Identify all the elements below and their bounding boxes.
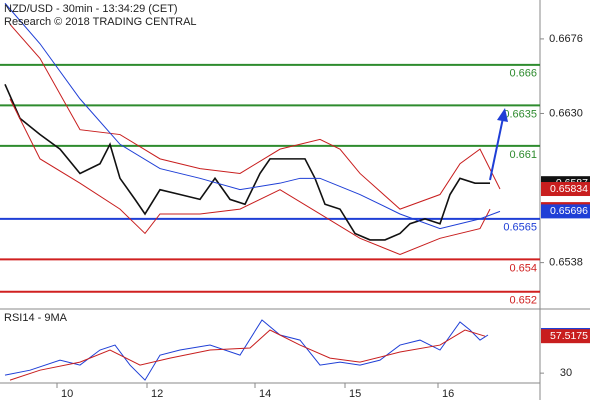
last-value-tag: 57.5175	[550, 330, 588, 342]
level-label: 0.6635	[503, 108, 537, 120]
rsi-title: RSI14 - 9MA	[4, 312, 68, 324]
series-line	[9, 23, 501, 210]
y-tick-label: 0.6676	[549, 33, 583, 45]
last-value-tag-bg	[541, 182, 590, 197]
y-tick-label: 0.6538	[549, 257, 583, 269]
series-line	[4, 83, 490, 241]
series-line	[9, 98, 491, 256]
level-label: 0.666	[509, 68, 537, 80]
x-tick-label: 16	[442, 388, 454, 400]
x-tick-label: 14	[259, 388, 271, 400]
last-value-tag: 0.65834	[550, 183, 588, 195]
y-tick-label: 0.6630	[549, 107, 583, 119]
series-line	[9, 329, 486, 381]
last-value-tag-bg	[541, 204, 590, 219]
x-tick-label: 12	[151, 388, 163, 400]
forecast-arrow-head	[497, 108, 508, 122]
forecast-arrow	[489, 117, 504, 181]
x-tick-label: 10	[61, 388, 73, 400]
chart-title: NZD/USD - 30min - 13:34:29 (CET)	[4, 3, 178, 15]
chart-subtitle: Research © 2018 TRADING CENTRAL	[4, 16, 197, 28]
level-label: 0.661	[509, 149, 537, 161]
level-label: 0.654	[509, 262, 537, 274]
series-line	[4, 319, 489, 381]
series-line	[4, 2, 501, 230]
last-value-tag-bg	[541, 329, 590, 344]
last-value-tag: 0.65696	[550, 205, 588, 217]
x-tick-label: 15	[349, 388, 361, 400]
y-tick-label: 30	[560, 367, 572, 379]
level-label: 0.6565	[503, 222, 537, 234]
level-label: 0.652	[509, 295, 537, 307]
